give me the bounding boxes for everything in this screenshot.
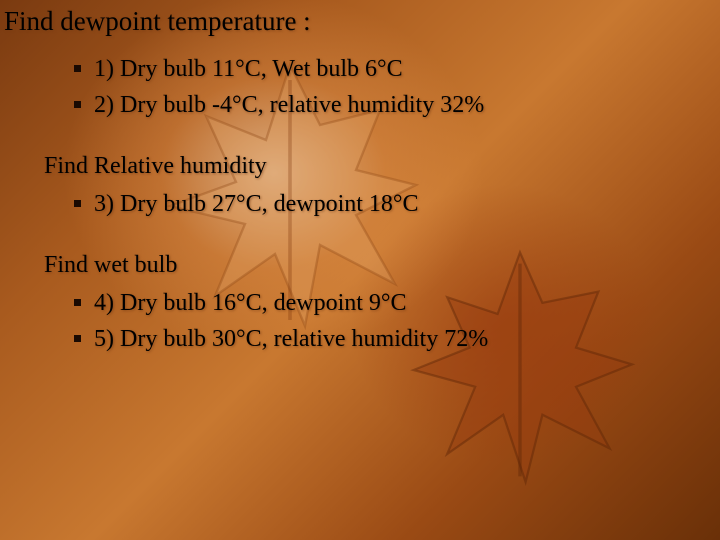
list-item: 3) Dry bulb 27°C, dewpoint 18°C [74,186,720,222]
section-wet-bulb: Find wet bulb 4) Dry bulb 16°C, dewpoint… [0,252,720,357]
list-item: 2) Dry bulb -4°C, relative humidity 32% [74,87,720,123]
slide-content: Find dewpoint temperature : 1) Dry bulb … [0,0,720,540]
section-heading: Find Relative humidity [44,153,720,180]
section-heading: Find wet bulb [44,252,720,279]
section-relative-humidity: Find Relative humidity 3) Dry bulb 27°C,… [0,153,720,222]
section-dewpoint: 1) Dry bulb 11°C, Wet bulb 6°C 2) Dry bu… [0,51,720,123]
list-item: 4) Dry bulb 16°C, dewpoint 9°C [74,285,720,321]
list-item: 5) Dry bulb 30°C, relative humidity 72% [74,321,720,357]
slide-title: Find dewpoint temperature : [0,0,720,51]
list-item: 1) Dry bulb 11°C, Wet bulb 6°C [74,51,720,87]
